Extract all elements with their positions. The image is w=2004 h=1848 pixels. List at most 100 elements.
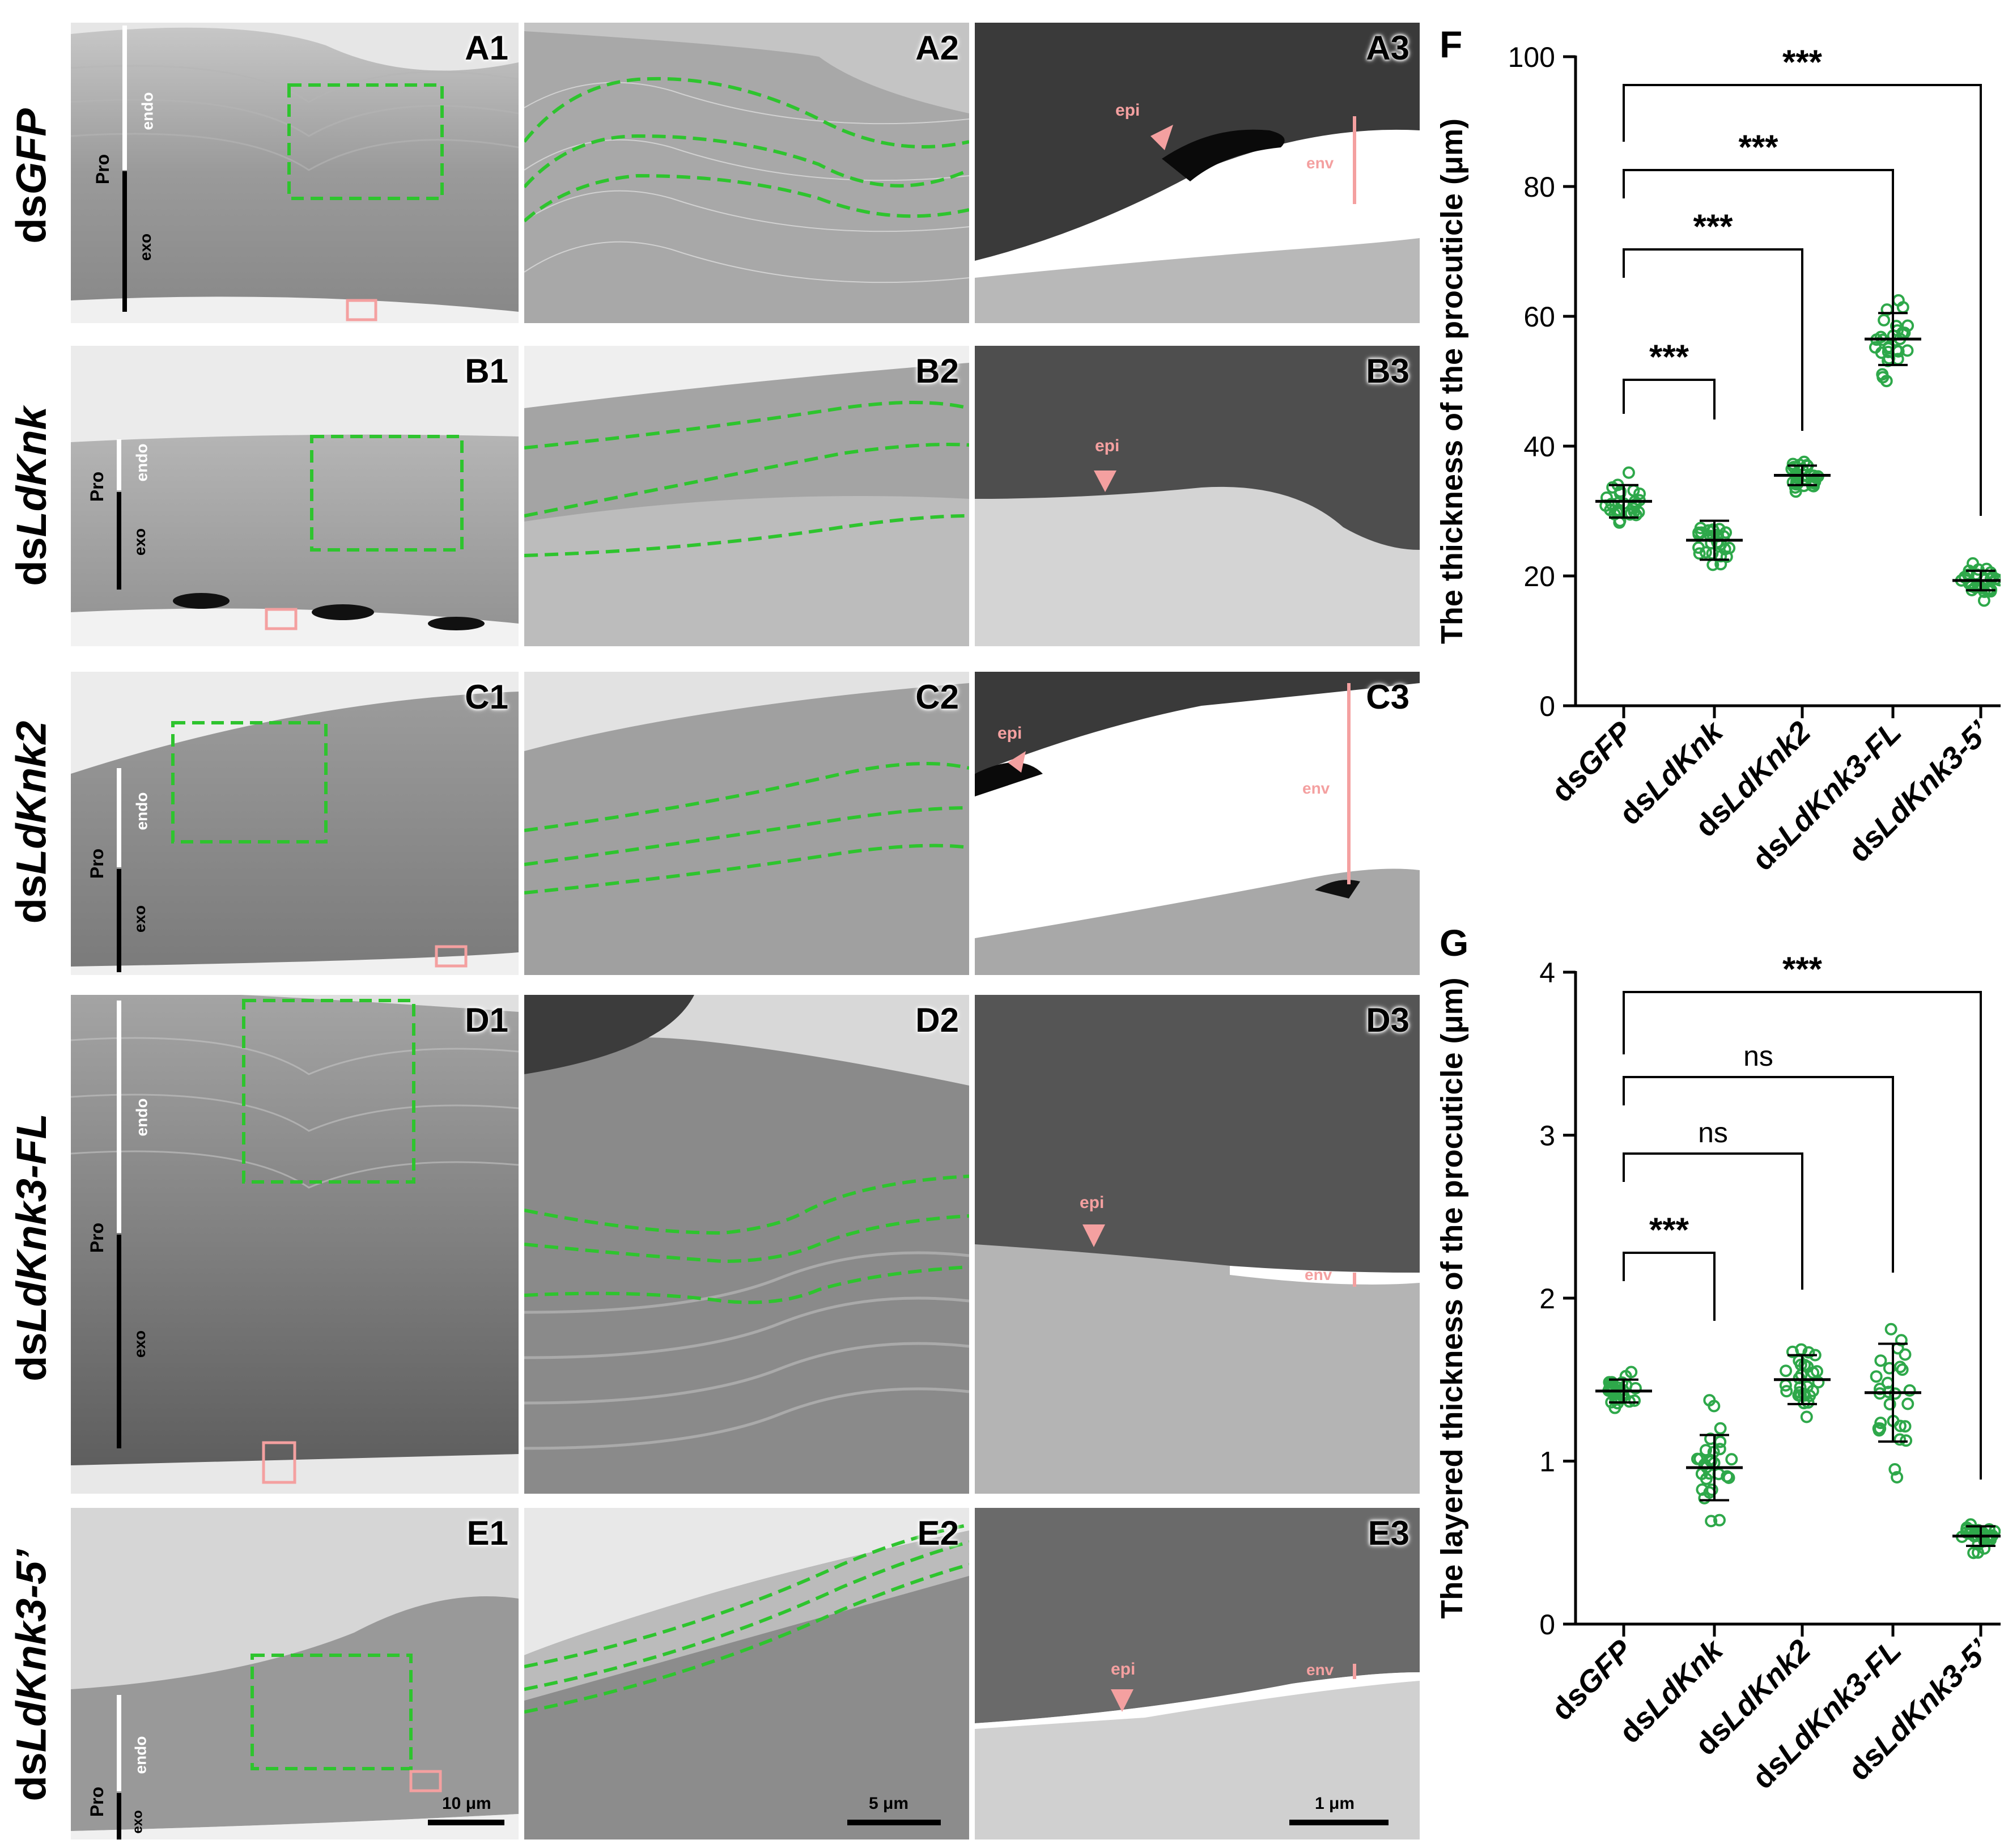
data-point [1873, 1424, 1886, 1437]
data-point [1700, 1472, 1713, 1485]
y-tick-label: 0 [1539, 1609, 1555, 1641]
data-point [1884, 1323, 1897, 1336]
significance-label: *** [1649, 1211, 1689, 1249]
data-point [1692, 541, 1705, 554]
y-tick-label: 3 [1539, 1120, 1555, 1152]
scale-bar-label: 1 μm [1315, 1794, 1355, 1813]
data-point [1721, 1470, 1734, 1483]
chart-G-svg: The layered thickness of the procuticle … [1435, 950, 2001, 1795]
data-point [1714, 1422, 1727, 1435]
data-point [1895, 1334, 1908, 1347]
data-point [1632, 506, 1645, 519]
significance-bracket [1623, 991, 1982, 1480]
panel-label-E1: E1 [466, 1514, 508, 1552]
y-tick-label: 2 [1539, 1283, 1555, 1315]
data-point [1622, 466, 1635, 479]
data-point [1694, 522, 1707, 535]
data-point [1883, 1398, 1896, 1411]
y-tick-label: 80 [1523, 171, 1555, 203]
significance-label: ns [1698, 1117, 1728, 1148]
significance-bracket [1623, 1152, 1803, 1290]
row-label-E: dsLdKnk3-5’ [7, 1549, 55, 1802]
scatter-group [1869, 294, 1914, 388]
data-point [1812, 1376, 1825, 1389]
y-axis-label: The layered thickness of the procuticle … [1435, 977, 1469, 1618]
micrograph-E2: 5 μm E2 [524, 1508, 969, 1839]
significance-label: *** [1693, 207, 1733, 245]
row-label-D: dsLdKnk3-FL [7, 1113, 55, 1381]
data-point [1786, 457, 1799, 471]
data-point [1893, 1360, 1907, 1374]
panel-label-D1: D1 [465, 1001, 508, 1039]
endo-label: endo [131, 1736, 150, 1774]
significance-bracket [1623, 1252, 1716, 1321]
env-label: env [1302, 779, 1330, 797]
data-point [1875, 346, 1888, 359]
significance-bracket [1623, 84, 1982, 516]
micrograph-D2: D2 [524, 995, 969, 1494]
chart-letter-G: G [1440, 922, 1469, 964]
data-point [1698, 1491, 1711, 1504]
panel-label-B2: B2 [915, 352, 959, 390]
panel-label-D3: D3 [1366, 1001, 1409, 1039]
data-point [1786, 1345, 1799, 1358]
env-label: env [1306, 154, 1334, 172]
y-tick-label: 0 [1539, 690, 1555, 722]
pro-label: Pro [87, 471, 108, 502]
data-point [1705, 1515, 1718, 1528]
exo-label: exo [131, 1330, 149, 1358]
y-tick-label: 1 [1539, 1446, 1555, 1478]
micrograph-E3: epi env 1 μm E3 [975, 1508, 1420, 1839]
significance-label: ns [1743, 1040, 1773, 1072]
data-point [1883, 1362, 1896, 1375]
epi-label: epi [1111, 1660, 1136, 1679]
data-point [1780, 1385, 1793, 1398]
micrograph-A2: A2 [524, 23, 969, 323]
epi-label: epi [1080, 1193, 1105, 1212]
pro-label: Pro [87, 1786, 108, 1817]
significance-label: *** [1649, 338, 1689, 376]
exo-label: exo [131, 905, 149, 933]
data-point [1967, 1546, 1980, 1559]
y-tick-label: 60 [1523, 301, 1555, 333]
y-axis-label: The thickness of the procuticle (μm) [1435, 118, 1469, 644]
data-point [1628, 1394, 1641, 1407]
data-point [1705, 1484, 1718, 1497]
data-point [1704, 1432, 1717, 1446]
significance-bracket [1623, 169, 1894, 340]
y-tick-label: 20 [1523, 561, 1555, 592]
panel-label-B1: B1 [465, 352, 508, 390]
data-point [1899, 1348, 1912, 1361]
epi-label: epi [1115, 101, 1140, 120]
data-point [1891, 1470, 1904, 1484]
data-point [1693, 547, 1706, 560]
data-point [1614, 487, 1627, 500]
data-point [1792, 1389, 1805, 1402]
data-point [1625, 1366, 1638, 1379]
row-label-B: dsLdKnk [7, 406, 55, 586]
panel-label-A2: A2 [915, 29, 959, 67]
panel-label-E3: E3 [1368, 1514, 1409, 1552]
data-point [1600, 491, 1613, 504]
data-point [1870, 1370, 1883, 1383]
panel-label-C3: C3 [1366, 678, 1409, 716]
exo-label: exo [131, 528, 149, 556]
micrograph-B3: epi B3 [975, 346, 1420, 646]
pro-label: Pro [92, 154, 113, 185]
significance-bracket [1623, 1076, 1894, 1273]
epi-label: epi [1095, 436, 1120, 455]
micrograph-C2: C2 [524, 672, 969, 975]
micrograph-C1: endo Pro exo C1 [71, 672, 519, 975]
row-label-C: dsLdKnk2 [7, 720, 55, 923]
chart-G: G The layered thickness of the procuticl… [1428, 915, 2001, 1845]
significance-label: *** [1782, 950, 1823, 988]
data-point [1901, 1397, 1914, 1410]
epi-label: epi [997, 724, 1022, 743]
micrograph-A3: epi env A3 [975, 23, 1420, 323]
data-point [1888, 1463, 1901, 1476]
data-point [1604, 503, 1617, 516]
scatter-group [1955, 557, 2001, 607]
data-point [1629, 1381, 1642, 1395]
pro-label: Pro [87, 1222, 108, 1253]
data-point [1780, 1364, 1793, 1377]
